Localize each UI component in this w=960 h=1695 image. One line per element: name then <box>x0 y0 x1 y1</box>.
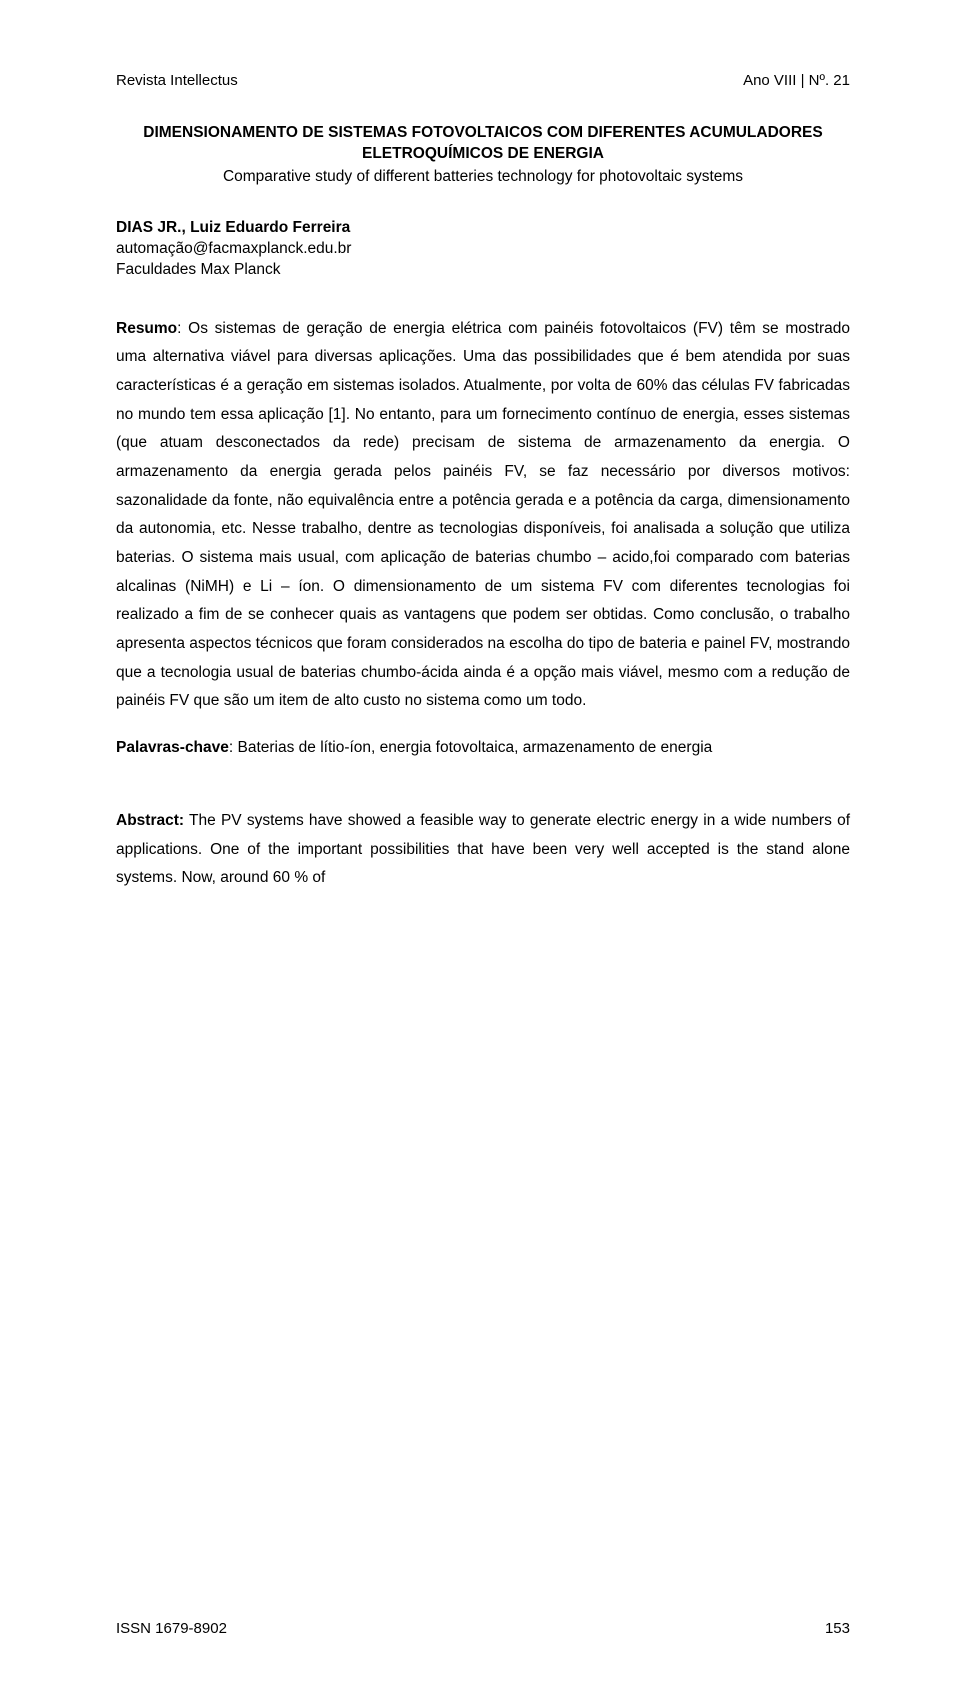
resumo-section: Resumo: Os sistemas de geração de energi… <box>116 315 850 716</box>
keywords-label: Palavras-chave <box>116 739 229 756</box>
abstract-label: Abstract: <box>116 812 184 829</box>
header-journal: Revista Intellectus <box>116 72 238 89</box>
author-name: DIAS JR., Luiz Eduardo Ferreira <box>116 218 850 239</box>
article-subtitle: Comparative study of different batteries… <box>116 167 850 188</box>
header-issue: Ano VIII | Nº. 21 <box>743 72 850 89</box>
running-footer: ISSN 1679-8902 153 <box>116 1620 850 1637</box>
keywords-section: Palavras-chave: Baterias de lítio-íon, e… <box>116 738 850 759</box>
footer-issn: ISSN 1679-8902 <box>116 1620 227 1637</box>
resumo-text: : Os sistemas de geração de energia elét… <box>116 320 850 710</box>
author-block: DIAS JR., Luiz Eduardo Ferreira automaçã… <box>116 218 850 281</box>
keywords-text: : Baterias de lítio-íon, energia fotovol… <box>229 739 712 756</box>
footer-page-number: 153 <box>825 1620 850 1637</box>
abstract-text: The PV systems have showed a feasible wa… <box>116 812 850 886</box>
running-header: Revista Intellectus Ano VIII | Nº. 21 <box>116 72 850 89</box>
author-email: automação@facmaxplanck.edu.br <box>116 239 850 260</box>
abstract-section: Abstract: The PV systems have showed a f… <box>116 807 850 893</box>
resumo-label: Resumo <box>116 320 177 337</box>
article-title: DIMENSIONAMENTO DE SISTEMAS FOTOVOLTAICO… <box>116 123 850 165</box>
author-affiliation: Faculdades Max Planck <box>116 260 850 281</box>
